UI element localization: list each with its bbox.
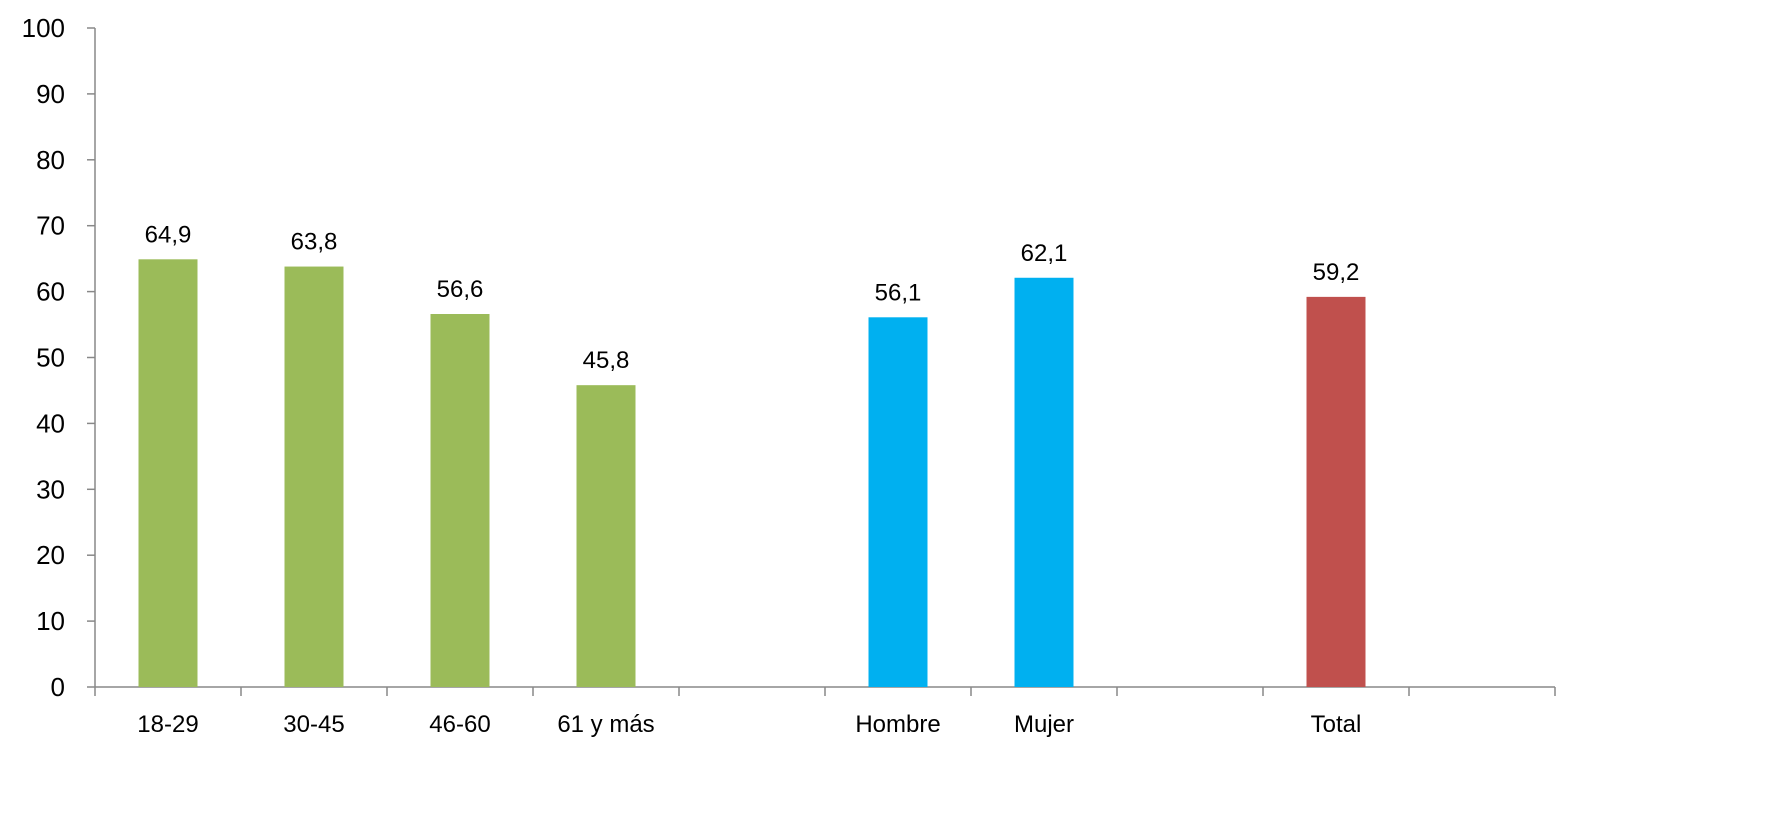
y-tick-label: 30 — [36, 474, 65, 504]
bar — [284, 266, 344, 687]
data-label: 64,9 — [145, 221, 192, 248]
y-tick-label: 0 — [51, 672, 65, 702]
category-label: 46-60 — [429, 711, 490, 738]
category-label: 61 y más — [557, 711, 654, 738]
y-tick-label: 20 — [36, 540, 65, 570]
bar — [430, 314, 490, 687]
y-axis: 0 10 20 30 40 50 60 70 80 90 100 — [22, 13, 96, 702]
y-tick-label: 70 — [36, 211, 65, 241]
category-label: Mujer — [1014, 711, 1074, 738]
category-label: 18-29 — [137, 711, 198, 738]
y-tick-label: 40 — [36, 408, 65, 438]
bar — [1014, 277, 1074, 687]
data-label: 56,1 — [875, 279, 922, 306]
data-label: 59,2 — [1313, 259, 1360, 286]
category-label: Hombre — [855, 711, 940, 738]
data-labels: 64,9 63,8 56,6 45,8 56,1 62,1 59,2 — [145, 221, 1360, 374]
y-tick-label: 90 — [36, 79, 65, 109]
y-tick-label: 80 — [36, 145, 65, 175]
data-label: 63,8 — [291, 229, 338, 256]
category-label: Total — [1311, 711, 1362, 738]
y-tick-label: 100 — [22, 13, 65, 43]
y-tick-label: 60 — [36, 277, 65, 307]
category-label: 30-45 — [283, 711, 344, 738]
data-label: 56,6 — [437, 276, 484, 303]
bar — [868, 317, 928, 687]
y-tick-label: 50 — [36, 343, 65, 373]
data-label: 45,8 — [583, 347, 630, 374]
bar — [138, 259, 198, 687]
x-axis: 18-29 30-45 46-60 61 y más Hombre Mujer Total — [94, 686, 1556, 738]
y-tick-label: 10 — [36, 606, 65, 636]
bars — [138, 259, 1366, 687]
bar — [1306, 296, 1366, 687]
data-label: 62,1 — [1021, 240, 1068, 267]
bar — [576, 385, 636, 687]
